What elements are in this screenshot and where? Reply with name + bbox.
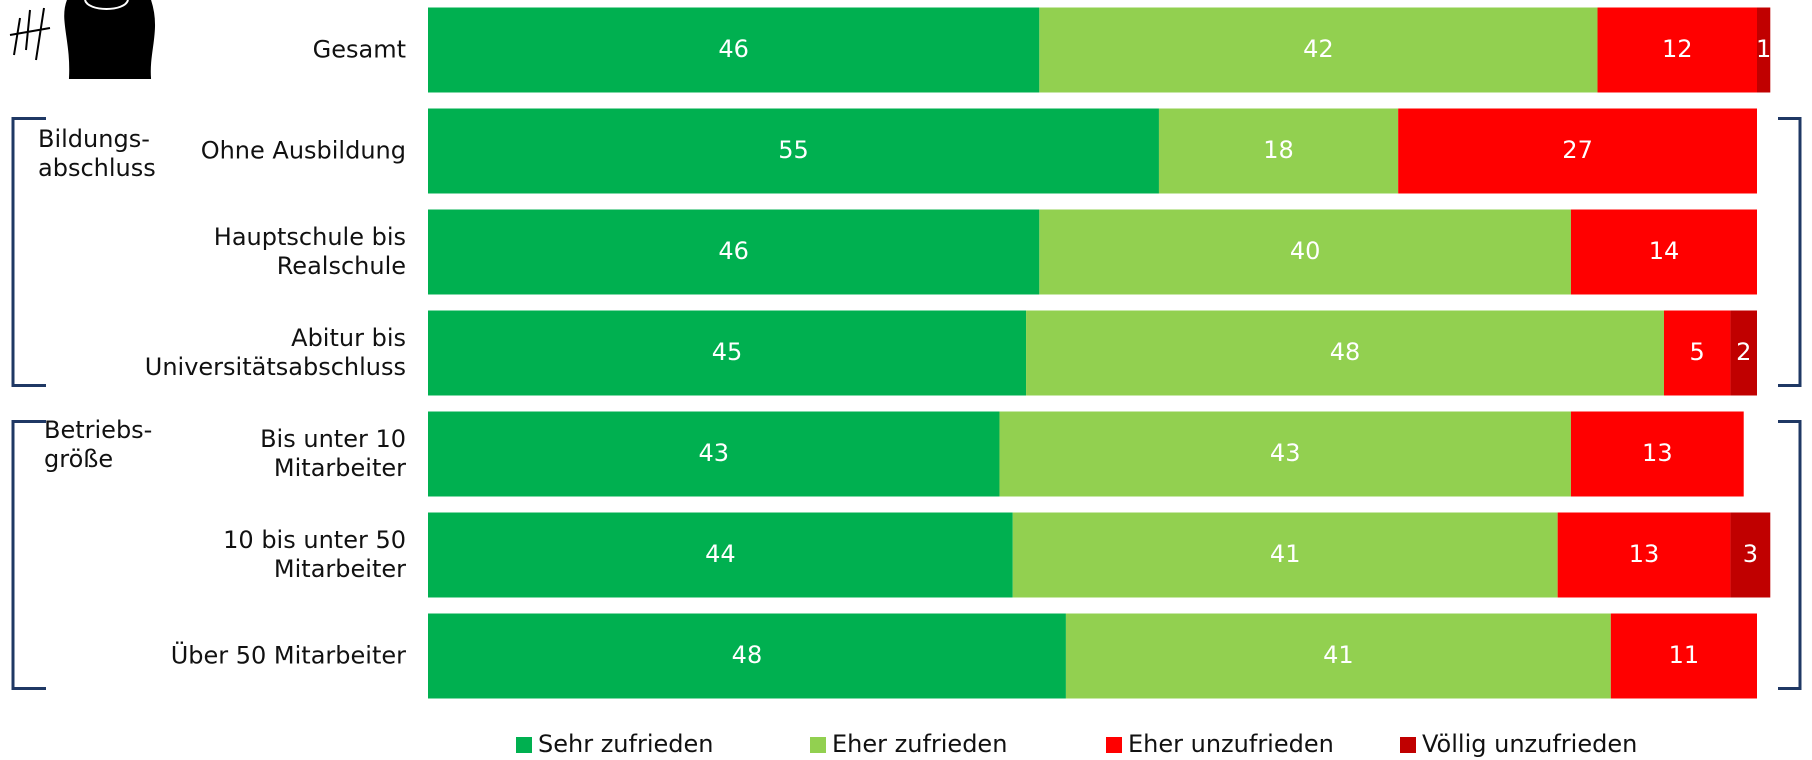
brackets <box>13 119 1800 689</box>
value-label: 46 <box>718 237 749 265</box>
category-label: 10 bis unter 50 Mitarbeiter <box>6 526 406 584</box>
value-label: 41 <box>1323 641 1354 669</box>
value-label: 48 <box>1330 338 1361 366</box>
legend-label: Völlig unzufrieden <box>1422 730 1637 758</box>
value-label: 46 <box>718 35 749 63</box>
value-label: 2 <box>1736 338 1751 366</box>
legend-swatch <box>1106 737 1122 753</box>
value-label: 44 <box>705 540 736 568</box>
value-label: 48 <box>732 641 763 669</box>
legend-swatch <box>810 737 826 753</box>
value-label: 27 <box>1562 136 1593 164</box>
legend-label: Eher zufrieden <box>832 730 1007 758</box>
value-label: 13 <box>1642 439 1673 467</box>
value-label: 43 <box>698 439 729 467</box>
value-label: 40 <box>1290 237 1321 265</box>
value-label: 43 <box>1270 439 1301 467</box>
value-label: 12 <box>1662 35 1693 63</box>
group-bracket <box>1778 119 1800 386</box>
value-label: 55 <box>778 136 809 164</box>
value-label: 5 <box>1690 338 1705 366</box>
legend-swatch <box>516 737 532 753</box>
legend-label: Eher unzufrieden <box>1128 730 1334 758</box>
group-bracket <box>1778 422 1800 689</box>
group-label: Betriebs- größe <box>44 416 184 474</box>
value-label: 45 <box>712 338 743 366</box>
group-label: Bildungs- abschluss <box>38 125 178 183</box>
value-label: 1 <box>1756 35 1771 63</box>
value-label: 11 <box>1669 641 1700 669</box>
value-label: 18 <box>1263 136 1294 164</box>
legend-swatch <box>1400 737 1416 753</box>
value-label: 13 <box>1629 540 1660 568</box>
value-label: 41 <box>1270 540 1301 568</box>
value-label: 3 <box>1743 540 1758 568</box>
legend-label: Sehr zufrieden <box>538 730 713 758</box>
category-label: Gesamt <box>6 36 406 65</box>
value-label: 14 <box>1649 237 1680 265</box>
category-label: Über 50 Mitarbeiter <box>6 642 406 671</box>
page: 46 42 12 1 55 18 27 46 40 14 45 48 5 2 43 43 13 44 41 13 3 48… <box>0 0 1812 760</box>
category-label: Abitur bis Universitätsabschluss <box>6 324 406 382</box>
category-label: Hauptschule bis Realschule <box>6 223 406 281</box>
value-label: 42 <box>1303 35 1334 63</box>
